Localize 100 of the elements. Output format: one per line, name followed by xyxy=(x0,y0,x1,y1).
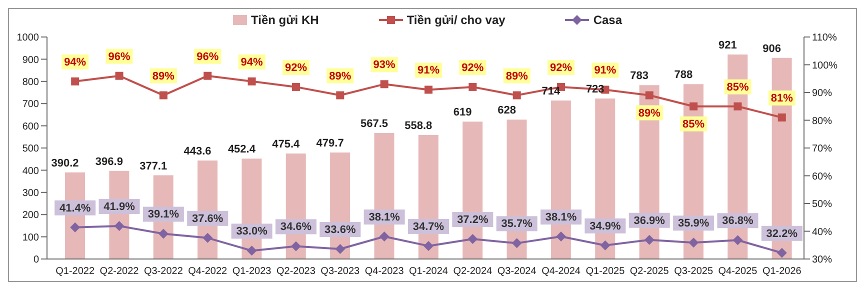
legend-label: Casa xyxy=(592,13,622,27)
y-tick-label: 100 xyxy=(22,232,40,244)
point xyxy=(290,241,301,252)
x-tick-label: Q4-2024 xyxy=(542,266,581,278)
point xyxy=(380,80,388,88)
legend-label: Tiền gửi/ cho vay xyxy=(406,13,506,27)
data-label: 85% xyxy=(682,118,705,130)
legend-label: Tiền gửi KH xyxy=(250,13,319,27)
x-tick-label: Q1-2025 xyxy=(586,266,626,278)
data-label: 36.8% xyxy=(722,215,754,228)
data-label: 92% xyxy=(284,62,308,74)
x-tick-label: Q4-2025 xyxy=(718,266,758,278)
x-tick-label: Q4-2023 xyxy=(364,266,404,278)
point xyxy=(778,113,786,122)
y2-tick-label: 110% xyxy=(812,32,837,44)
data-label: 452.4 xyxy=(228,144,256,156)
data-label: 94% xyxy=(240,56,264,68)
point xyxy=(114,220,124,231)
data-label: 81% xyxy=(770,92,794,104)
x-tick-label: Q1-2022 xyxy=(56,266,95,278)
point xyxy=(246,246,257,256)
y2-tick-label: 60% xyxy=(812,171,832,182)
data-label: 89% xyxy=(638,107,661,120)
data-label: 390.2 xyxy=(51,157,79,170)
y-tick-label: 1000 xyxy=(16,32,40,44)
y-tick-label: 600 xyxy=(22,121,40,132)
x-tick-label: Q2-2022 xyxy=(100,266,140,278)
data-label: 37.2% xyxy=(457,214,488,226)
y2-tick-label: 30% xyxy=(812,254,832,266)
x-tick-label: Q1-2026 xyxy=(762,266,802,278)
x-tick-label: Q2-2025 xyxy=(630,266,670,278)
point xyxy=(600,240,610,250)
data-label: 89% xyxy=(329,70,352,82)
x-tick-label: Q3-2024 xyxy=(497,266,537,278)
x-tick-label: Q3-2023 xyxy=(320,266,360,278)
y2-tick-label: 100% xyxy=(812,60,838,72)
data-label: 91% xyxy=(594,64,616,77)
data-label: 92% xyxy=(462,62,484,74)
data-label: 35.9% xyxy=(678,218,710,230)
x-tick-label: Q1-2023 xyxy=(232,266,272,278)
point xyxy=(248,77,256,86)
y2-tick-label: 70% xyxy=(812,144,832,155)
data-label: 85% xyxy=(726,81,749,94)
data-label: 38.1% xyxy=(368,212,400,224)
point xyxy=(512,91,521,100)
data-label: 96% xyxy=(196,50,219,63)
y2-tick-label: 90% xyxy=(812,88,832,100)
point xyxy=(556,232,566,242)
data-label: 396.9 xyxy=(95,156,123,168)
point xyxy=(424,240,434,251)
data-label: 628 xyxy=(498,104,516,117)
point xyxy=(645,91,654,100)
data-label: 93% xyxy=(373,59,396,72)
y-tick-label: 800 xyxy=(22,76,40,88)
data-label: 32.2% xyxy=(766,228,798,240)
point xyxy=(732,235,743,246)
x-tick-label: Q3-2022 xyxy=(144,266,184,278)
data-label: 33.6% xyxy=(324,224,356,236)
point xyxy=(292,82,300,91)
x-tick-label: Q2-2023 xyxy=(276,266,316,278)
data-label: 41.4% xyxy=(59,202,91,214)
point xyxy=(336,91,344,100)
point xyxy=(71,77,80,86)
point xyxy=(690,102,698,110)
point xyxy=(424,86,432,94)
data-label: 38.1% xyxy=(545,212,577,224)
point xyxy=(688,238,699,248)
data-label: 89% xyxy=(152,70,175,82)
y-tick-label: 500 xyxy=(22,144,40,155)
point xyxy=(335,244,346,254)
data-label: 921 xyxy=(718,40,737,52)
data-label: 443.6 xyxy=(184,146,212,158)
data-label: 94% xyxy=(64,56,86,68)
data-label: 89% xyxy=(506,70,528,82)
point xyxy=(734,102,742,110)
data-label: 34.9% xyxy=(590,220,622,232)
data-label: 41.9% xyxy=(104,200,136,213)
y-tick-label: 700 xyxy=(22,99,40,110)
point xyxy=(776,248,787,258)
data-label: 92% xyxy=(550,62,572,74)
point xyxy=(379,232,390,242)
data-label: 96% xyxy=(108,50,130,63)
y2-tick-label: 80% xyxy=(812,116,832,127)
point xyxy=(158,228,168,239)
data-label: 906 xyxy=(762,42,782,55)
x-tick-label: Q4-2022 xyxy=(188,266,228,278)
y2-tick-label: 40% xyxy=(812,226,832,238)
y-tick-label: 400 xyxy=(22,166,40,177)
point xyxy=(468,234,478,244)
point xyxy=(468,82,477,91)
data-label: 567.5 xyxy=(360,118,388,130)
data-label: 35.7% xyxy=(501,218,533,230)
data-label: 34.7% xyxy=(412,220,444,233)
data-label: 33.0% xyxy=(236,226,268,238)
point xyxy=(115,72,124,80)
data-label: 34.6% xyxy=(280,221,312,234)
data-label: 39.1% xyxy=(148,208,180,221)
point xyxy=(202,232,213,243)
x-tick-label: Q3-2025 xyxy=(674,266,714,278)
data-label: 558.8 xyxy=(404,120,432,132)
